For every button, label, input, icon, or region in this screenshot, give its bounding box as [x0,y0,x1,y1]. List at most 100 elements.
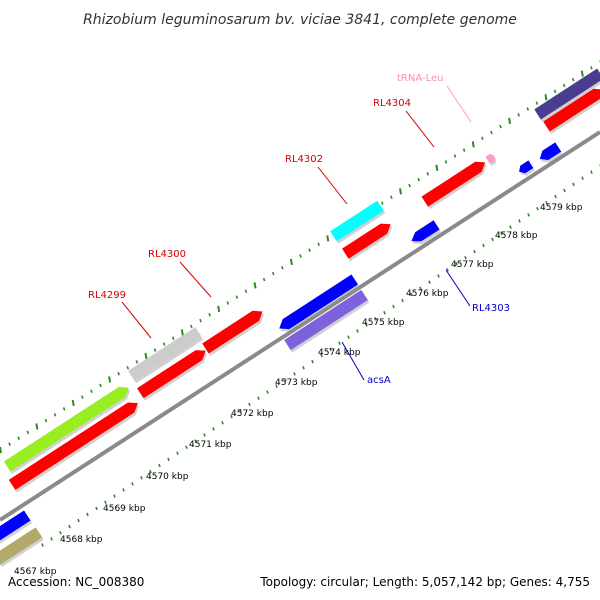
gene-arrow-trna-leu[interactable] [485,153,497,167]
leader-rl4302 [317,166,348,205]
upper-tick [99,383,102,388]
lower-tick [221,420,224,425]
upper-tick [199,318,202,323]
label-leaders [121,85,472,381]
upper-tick [253,282,257,289]
lower-tick [482,243,485,248]
upper-tick [517,113,520,117]
gene-arrow-forward[interactable] [137,350,208,401]
lower-tick [176,451,179,456]
upper-tick [153,348,157,352]
upper-tick [417,177,420,182]
upper-tick [499,124,502,129]
gene-arrow-reverse[interactable] [279,274,360,332]
label-rl4303: RL4303 [472,303,510,314]
gene-arrow-forward[interactable] [534,68,600,122]
label-acsa: acsA [367,375,391,386]
gene-arrow-reverse[interactable] [0,527,44,568]
map-title: Rhizobium leguminosarum bv. viciae 3841,… [83,12,517,28]
upper-tick [71,399,75,407]
lower-tick [275,384,278,388]
kbp-label: 4567 kbp [14,567,57,577]
features [0,68,600,568]
gene-arrow-rl4303[interactable] [411,220,442,244]
upper-tick [144,352,148,360]
gene-arrow-rl4302[interactable] [342,223,393,262]
leader-trna-leu [446,85,472,123]
upper-tick [590,66,593,70]
gene-arrow-rl4299[interactable] [128,327,204,384]
lower-tick [527,213,530,217]
kbp-label: 4571 kbp [189,440,232,450]
upper-tick [108,376,112,383]
gene-arrow-forward[interactable] [3,386,131,475]
leader-acsa [341,341,365,381]
gene-arrow-forward[interactable] [8,402,140,493]
lower-tick [500,231,503,235]
lower-tick [572,182,575,187]
kbp-label: 4577 kbp [451,260,494,270]
lower-tick [446,268,449,272]
upper-tick [235,295,239,299]
lower-tick [491,237,494,242]
upper-tick [490,130,493,135]
lower-tick [266,390,269,394]
upper-tick [53,412,57,417]
kbp-label: 4576 kbp [406,289,449,299]
lower-tick [554,194,557,199]
lower-tick [329,347,332,352]
gene-arrow-reverse[interactable] [0,510,33,544]
upper-tick [208,313,211,317]
gene-arrow-rl4300[interactable] [202,310,265,357]
upper-tick [399,188,402,195]
upper-tick [481,136,484,141]
leader-rl4303 [445,269,471,307]
lower-tick [347,335,350,339]
gene-arrow-rl4304[interactable] [421,161,487,210]
upper-tick [162,342,166,346]
lower-tick [77,518,80,523]
lower-tick [212,427,215,431]
gene-arrow-acsa[interactable] [284,289,370,353]
upper-tick [180,329,184,336]
upper-tick [508,117,512,124]
gene-arrow-forward[interactable] [543,88,600,135]
lower-tick [86,512,89,517]
upper-tick [444,160,448,164]
upper-tick [26,430,30,435]
lower-tick [230,414,233,419]
lower-tick [401,298,404,303]
lower-tick [545,200,548,205]
upper-tick [8,442,11,446]
upper-tick [462,148,466,152]
upper-tick [44,418,48,423]
upper-tick [289,258,293,266]
upper-tick [317,242,320,246]
kbp-labels: 4567 kbp 4568 kbp 4569 kbp 4570 kbp 4571… [14,203,583,577]
upper-tick [526,107,530,111]
upper-tick [544,94,548,101]
kbp-label: 4579 kbp [540,203,583,213]
lower-tick [248,402,251,407]
lower-tick [113,494,116,498]
upper-tick [426,171,430,176]
label-trna-leu: tRNA-Leu [397,73,443,84]
lower-tick [203,433,206,437]
lower-tick [338,341,341,346]
gene-arrow-rl4302-upper[interactable] [330,200,386,244]
lower-tick [311,359,314,364]
leader-rl4299 [121,301,152,339]
lower-tick [158,463,161,468]
lower-tick [365,323,368,327]
upper-tick [117,371,120,376]
kbp-label: 4568 kbp [60,535,103,545]
upper-tick [571,77,575,82]
gene-arrow-reverse[interactable] [539,142,563,163]
upper-tick [390,195,393,199]
gene-arrow-reverse[interactable] [519,160,535,176]
lower-tick [284,378,287,382]
kbp-label: 4572 kbp [231,409,274,419]
lower-tick [68,524,71,529]
kbp-label: 4570 kbp [146,472,189,482]
lower-tick [464,255,467,260]
